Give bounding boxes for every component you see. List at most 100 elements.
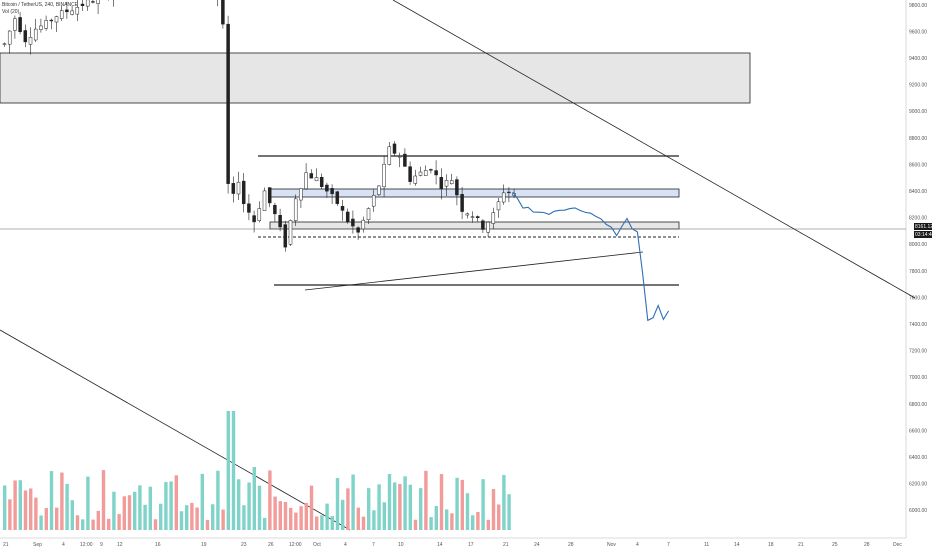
volume-bar — [127, 495, 132, 530]
time-tick-label: 25 — [832, 542, 838, 548]
price-tick-label: 6400.00 — [909, 455, 927, 461]
volume-bar — [315, 516, 319, 530]
candle — [293, 198, 298, 221]
candle — [345, 211, 350, 223]
candle — [28, 37, 33, 45]
price-tick-label: 7800.00 — [909, 269, 927, 275]
candle — [91, 1, 95, 3]
volume-bar — [44, 508, 48, 530]
price-tick-label: 8800.00 — [909, 136, 927, 142]
candle — [288, 220, 293, 245]
volume-bar — [122, 496, 126, 530]
candle — [434, 170, 438, 176]
candle — [439, 177, 444, 189]
candle — [481, 220, 485, 230]
candle — [403, 153, 407, 167]
candle — [75, 7, 80, 15]
volume-bar — [273, 496, 277, 530]
volume-bar — [138, 485, 142, 530]
time-tick-label: 21 — [503, 542, 509, 548]
price-tick-label: 8400.00 — [909, 189, 927, 195]
descending-trendline-upper — [392, 0, 916, 299]
volume-bar — [23, 490, 28, 530]
volume-bar — [179, 511, 184, 530]
volume-bar — [481, 479, 485, 530]
candle — [325, 184, 329, 192]
price-tick-label: 8000.00 — [909, 242, 927, 248]
volume-bar — [507, 494, 511, 530]
volume-bar — [325, 503, 329, 530]
volume-bar — [299, 506, 303, 530]
price-tick-label: 7200.00 — [909, 349, 927, 355]
time-tick-label: 21 — [798, 542, 804, 548]
volume-bar — [465, 493, 470, 530]
time-tick-label: 7 — [372, 542, 375, 548]
candle — [283, 224, 288, 248]
candle — [252, 215, 256, 223]
candle — [33, 28, 38, 41]
time-tick-label: 23 — [241, 542, 247, 548]
volume-bar — [263, 517, 267, 530]
candle — [49, 19, 54, 22]
candle — [371, 195, 376, 207]
volume-bar — [413, 519, 418, 530]
volume-bar — [190, 502, 194, 530]
volume-bar — [497, 504, 501, 530]
volume-bar — [460, 479, 464, 530]
volume-bar — [309, 485, 314, 530]
candle — [247, 203, 251, 213]
candle — [44, 20, 48, 29]
candle — [361, 219, 366, 230]
price-tick-label: 9400.00 — [909, 56, 927, 62]
time-tick-label: 4 — [62, 542, 65, 548]
time-tick-label: Dec — [893, 542, 902, 548]
candle — [486, 221, 490, 233]
candle — [423, 170, 428, 176]
volume-bar — [18, 480, 22, 530]
time-tick-label: 4 — [344, 542, 347, 548]
volume-bar — [174, 475, 178, 530]
volume-bar — [3, 485, 7, 530]
candle — [356, 227, 360, 233]
candle — [241, 180, 246, 205]
volume-bar — [367, 488, 371, 530]
candle — [465, 213, 470, 216]
price-tick-label: 6600.00 — [909, 428, 927, 434]
volume-bar — [361, 516, 366, 530]
price-tick-label: 9800.00 — [909, 3, 927, 9]
price-tick-label: 8600.00 — [909, 162, 927, 168]
candle — [257, 208, 262, 221]
candle — [59, 10, 64, 19]
candle — [18, 17, 22, 32]
volume-bar — [252, 467, 256, 530]
volume-bar — [439, 474, 444, 530]
candle — [80, 3, 85, 6]
volume-bar — [195, 507, 199, 530]
candle — [226, 23, 230, 184]
volume-bar — [304, 503, 308, 530]
time-tick-label: 12:00 — [289, 542, 302, 548]
candle — [418, 171, 423, 176]
volume-bar — [424, 470, 428, 530]
volume-bar — [60, 472, 64, 530]
volume-bar — [247, 482, 251, 530]
volume-bar — [382, 502, 386, 530]
volume-bar — [387, 474, 392, 530]
candle — [7, 30, 12, 45]
candle — [278, 214, 282, 228]
candle — [85, 0, 90, 7]
candle — [319, 176, 324, 187]
volume-bar — [445, 509, 449, 530]
volume-bar — [153, 519, 158, 530]
candle — [507, 191, 511, 194]
volume-bar — [133, 491, 137, 530]
time-tick-label: 24 — [534, 542, 540, 548]
candle — [340, 206, 345, 211]
candle — [455, 179, 459, 196]
volume-bar — [200, 473, 204, 530]
volume-bar — [335, 477, 340, 530]
price-tick-label: 7400.00 — [909, 322, 927, 328]
volume-bar — [257, 485, 262, 530]
price-tick-label: 6800.00 — [909, 402, 927, 408]
